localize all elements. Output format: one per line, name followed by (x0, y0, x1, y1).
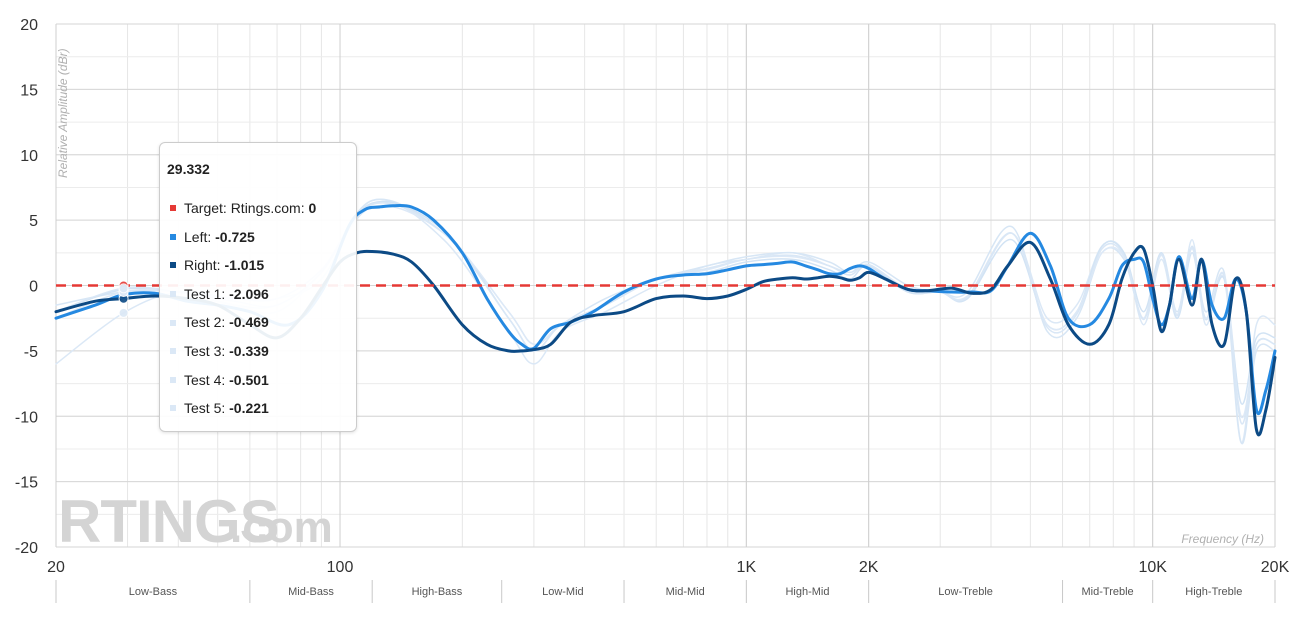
tooltip-series-name: Left: (184, 228, 216, 245)
x-tick-label: 20 (47, 559, 65, 576)
y-axis-title: Relative Amplitude (dBr) (56, 48, 70, 178)
tooltip-frequency: 29.332 (167, 161, 210, 177)
tooltip-swatch (170, 376, 176, 383)
tooltip-series-value: -0.221 (229, 400, 269, 417)
band-label: High-Treble (1185, 586, 1242, 598)
tooltip-series-name: Test 1: (184, 285, 230, 302)
y-tick-label: -20 (15, 540, 38, 557)
y-tick-label: 10 (20, 148, 38, 165)
tooltip-series-name: Right: (184, 257, 225, 274)
watermark-brand: RTINGS (58, 488, 279, 555)
band-label: Mid-Treble (1082, 586, 1134, 598)
hover-marker (118, 307, 129, 318)
tooltip-series-value: -0.339 (229, 343, 269, 359)
hover-marker (118, 283, 129, 294)
tooltip-series-name: Test 2: (184, 314, 230, 331)
tooltip-series-value: -0.469 (229, 314, 269, 331)
y-tick-label: 20 (20, 17, 38, 34)
tooltip-series-name: Test 4: (184, 371, 230, 388)
y-tick-label: -5 (24, 344, 38, 361)
tooltip-swatch (170, 319, 176, 326)
series-line-right (54, 240, 1277, 437)
x-tick-label: 2K (859, 559, 879, 576)
y-tick-label: 15 (20, 82, 38, 99)
band-label: Mid-Bass (288, 586, 334, 598)
x-tick-label: 10K (1138, 559, 1167, 576)
series-line-left (54, 203, 1277, 416)
band-label: High-Bass (412, 586, 463, 598)
tooltip-series-value: -0.725 (215, 228, 255, 245)
tooltip-swatch (170, 348, 176, 355)
y-tick-label: 0 (29, 279, 38, 296)
tooltip-swatch (170, 233, 176, 240)
tooltip-row: Test 5: -0.221 (170, 399, 269, 417)
tooltip-row: Left: -0.725 (170, 228, 255, 246)
tooltip-row: Test 2: -0.469 (170, 313, 269, 331)
tooltip-series-value: -1.015 (224, 257, 265, 274)
tooltip-series-name: Test 5: (184, 400, 230, 417)
tooltip-swatch (170, 291, 176, 298)
tooltip-row: Test 4: -0.501 (170, 371, 269, 389)
y-tick-labels: 20 15 10 5 0 -5 -10 -15 -20 (15, 17, 38, 557)
rtings-watermark: RTINGS .com (58, 488, 333, 555)
x-tick-labels: 20 100 1K 2K 10K 20K (47, 559, 1289, 576)
tooltip-series-value: -0.501 (229, 371, 269, 388)
tooltip-swatch (170, 262, 176, 269)
x-axis-title: Frequency (Hz) (1181, 532, 1264, 546)
tooltip-swatch (170, 405, 176, 412)
hover-tooltip: 29.332 Target: Rtings.com: 0 Left: -0.725… (159, 142, 357, 432)
band-label: Mid-Mid (666, 586, 705, 598)
tooltip-series-value: -2.096 (229, 285, 269, 302)
tooltip-row: Test 3: -0.339 (170, 342, 269, 360)
tooltip-row: Target: Rtings.com: 0 (170, 199, 316, 217)
band-label: Low-Treble (938, 586, 993, 598)
y-tick-label: 5 (29, 213, 38, 230)
band-label: Low-Bass (129, 586, 178, 598)
hover-markers (118, 280, 129, 318)
watermark-suffix: .com (230, 503, 333, 552)
tooltip-swatch (170, 205, 176, 212)
tooltip-series-value: 0 (308, 200, 317, 216)
x-tick-label: 20K (1261, 559, 1290, 576)
y-tick-label: -15 (15, 475, 38, 492)
x-tick-label: 1K (737, 559, 757, 576)
x-tick-label: 100 (327, 559, 354, 576)
tooltip-series-name: Test 3: (184, 343, 230, 359)
tooltip-row: Right: -1.015 (170, 256, 264, 274)
series-lines (54, 198, 1277, 445)
series-line-test-5 (55, 202, 1276, 425)
band-label: High-Mid (785, 586, 829, 598)
frequency-bands: Low-Bass Mid-Bass High-Bass Low-Mid Mid-Mid H… (55, 580, 1276, 603)
tooltip-row: Test 1: -2.096 (170, 285, 269, 303)
y-tick-label: -10 (15, 409, 38, 426)
band-label: Low-Mid (542, 586, 584, 598)
tooltip-series-name: Target: Rtings.com: (184, 200, 309, 216)
